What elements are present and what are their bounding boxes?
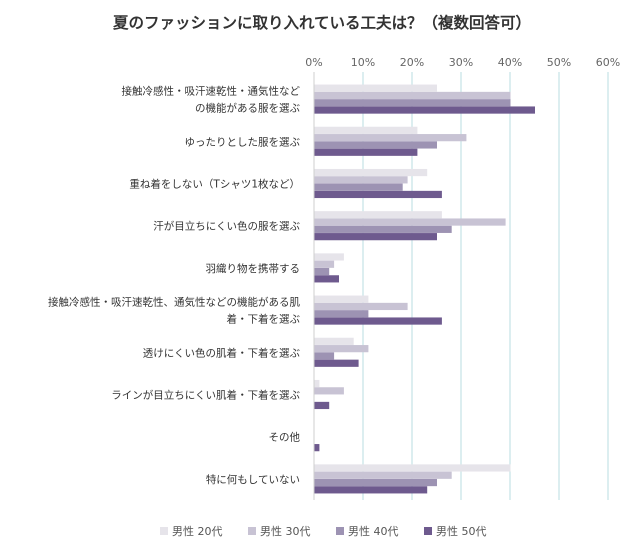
x-tick-label: 60% bbox=[596, 56, 620, 69]
category-label: 透けにくい色の肌着・下着を選ぶ bbox=[143, 346, 301, 359]
legend-label: 男性 40代 bbox=[348, 524, 399, 538]
legend-label: 男性 30代 bbox=[260, 524, 311, 538]
bar bbox=[314, 225, 452, 233]
bar bbox=[314, 464, 511, 472]
legend-swatch bbox=[160, 527, 168, 535]
bar bbox=[314, 267, 330, 276]
bar bbox=[314, 379, 320, 388]
x-tick-label: 30% bbox=[449, 56, 473, 69]
bar bbox=[314, 359, 359, 367]
legend-swatch bbox=[424, 527, 432, 535]
category-label: ラインが目立ちにくい肌着・下着を選ぶ bbox=[111, 389, 300, 402]
bar bbox=[314, 471, 452, 479]
bar bbox=[314, 91, 511, 100]
category-label: の機能がある服を選ぶ bbox=[195, 102, 300, 115]
bar bbox=[314, 183, 403, 191]
bar bbox=[314, 218, 506, 226]
bars bbox=[314, 84, 535, 494]
chart-title: 夏のファッションに取り入れている工夫は？（複数回答可） bbox=[113, 13, 531, 32]
bar bbox=[314, 190, 442, 199]
category-label: ゆったりとした服を選ぶ bbox=[185, 135, 301, 148]
x-tick-label: 50% bbox=[547, 56, 571, 69]
bar bbox=[314, 176, 408, 184]
bar bbox=[314, 337, 354, 345]
bar bbox=[314, 352, 335, 360]
category-label: 特に何もしていない bbox=[206, 473, 300, 486]
category-label: 接触冷感性・吸汗速乾性、通気性などの機能がある肌 bbox=[48, 296, 300, 309]
bar bbox=[314, 317, 442, 325]
bar bbox=[314, 310, 369, 318]
category-label: 接触冷感性・吸汗速乾性・通気性など bbox=[122, 85, 301, 98]
legend-swatch bbox=[336, 527, 344, 535]
bar bbox=[314, 260, 335, 268]
bar bbox=[314, 106, 535, 114]
bar bbox=[314, 211, 442, 219]
x-axis-ticks: 0% 10% 20% 30% 40% 50% 60% bbox=[305, 56, 620, 69]
x-tick-label: 40% bbox=[498, 56, 522, 69]
bar bbox=[314, 345, 369, 353]
bar bbox=[314, 444, 320, 452]
bar bbox=[314, 253, 344, 261]
legend-label: 男性 20代 bbox=[172, 524, 223, 538]
bar bbox=[314, 275, 339, 283]
bar bbox=[314, 126, 418, 134]
category-label: 羽織り物を携帯する bbox=[206, 262, 301, 275]
bar bbox=[314, 148, 418, 156]
bar bbox=[314, 401, 330, 410]
bar bbox=[314, 168, 428, 177]
x-tick-label: 20% bbox=[400, 56, 424, 69]
bar bbox=[314, 134, 467, 142]
bar bbox=[314, 99, 511, 107]
bar bbox=[314, 141, 437, 149]
legend: 男性 20代 男性 30代 男性 40代 男性 50代 bbox=[160, 524, 487, 538]
category-labels: 接触冷感性・吸汗速乾性・通気性などの機能がある服を選ぶゆったりとした服を選ぶ重ね… bbox=[48, 85, 300, 486]
x-tick-label: 0% bbox=[305, 56, 322, 69]
bar bbox=[314, 387, 344, 395]
category-label: 重ね着をしない（Tシャツ1枚など） bbox=[129, 178, 300, 191]
bar bbox=[314, 486, 428, 494]
category-label: 汗が目立ちにくい色の服を選ぶ bbox=[153, 220, 300, 233]
bar bbox=[314, 302, 408, 311]
legend-label: 男性 50代 bbox=[436, 524, 487, 538]
legend-swatch bbox=[248, 527, 256, 535]
category-label: その他 bbox=[269, 431, 301, 444]
bar bbox=[314, 295, 369, 303]
bar bbox=[314, 233, 437, 241]
category-label: 着・下着を選ぶ bbox=[227, 313, 301, 326]
bar bbox=[314, 478, 437, 487]
x-tick-label: 10% bbox=[351, 56, 375, 69]
bar bbox=[314, 84, 437, 92]
